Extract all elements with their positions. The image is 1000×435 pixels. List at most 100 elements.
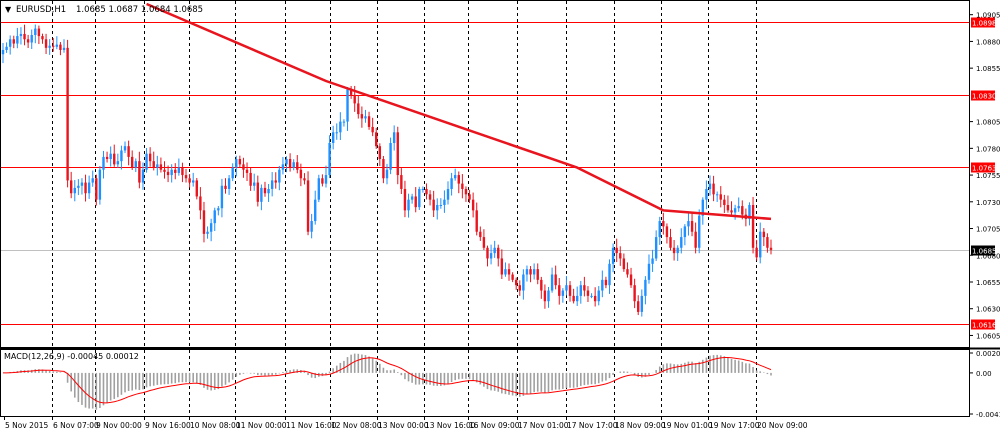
downtrend-line[interactable] (146, 2, 772, 221)
collapse-arrow-icon[interactable]: ▼ (5, 5, 12, 14)
candle-body (701, 199, 705, 216)
candle-body (285, 159, 288, 165)
candle-body (572, 295, 575, 302)
candle-body (436, 205, 439, 211)
candle-body (547, 290, 550, 302)
macd-tick-label: 0.00202 (976, 350, 1000, 358)
candle-body (335, 132, 338, 134)
candle-body (633, 285, 636, 302)
candle-body (392, 132, 396, 143)
candle-body (665, 226, 669, 238)
candle-body (278, 169, 281, 183)
candle-body (303, 178, 306, 181)
candle-body (130, 156, 134, 168)
candle-body (199, 196, 202, 211)
price-tick-label: 1.0855 (976, 65, 1000, 73)
horizontal-levels[interactable]: 1.0898 1.0830 1.0763 1.0616 1.0685 (1, 17, 997, 330)
candle-body (475, 210, 478, 232)
candle-body (593, 295, 597, 302)
candle-body (52, 45, 55, 47)
candle-body (174, 169, 177, 173)
candle-body (235, 159, 238, 168)
candle-body (41, 36, 44, 40)
candle-body (202, 210, 206, 234)
time-tick-label: 17 Nov 01:00 (518, 421, 569, 430)
candle-body (113, 153, 116, 165)
candle-body (450, 178, 453, 189)
candle-body (26, 39, 30, 43)
candle-body (1, 49, 5, 55)
candle-body (680, 237, 683, 248)
candlesticks (1, 24, 773, 317)
candle-body (8, 39, 12, 47)
candle-body (751, 205, 755, 248)
time-tick-label: 18 Nov 09:00 (615, 421, 666, 430)
candle-body (637, 301, 640, 312)
price-axis: 1.09051.08801.08551.08051.07801.07551.07… (969, 0, 1000, 417)
candle-body (134, 161, 137, 168)
level-price-tag (971, 90, 995, 101)
candle-body (5, 46, 8, 50)
time-tick-label: 12 Nov 08:00 (331, 421, 382, 430)
level-price-tag (971, 319, 995, 330)
candle-body (184, 175, 188, 179)
price-tick-label: 1.0655 (976, 279, 1000, 287)
candle-body (525, 269, 529, 275)
candle-body (576, 295, 579, 302)
candle-body (558, 285, 561, 296)
candle-body (604, 279, 608, 286)
level-price-tag (971, 162, 995, 173)
candle-body (152, 161, 155, 168)
candle-body (698, 215, 701, 248)
candle-body (586, 290, 590, 296)
candle-body (619, 253, 622, 259)
candle-body (726, 205, 730, 211)
price-tick-label: 1.0705 (976, 226, 1000, 234)
candle-body (231, 167, 234, 179)
candle-body (55, 44, 59, 47)
price-tick-label: 1.0805 (976, 119, 1000, 127)
macd-indicator: 0.00202 0.00 -0.00417 (3, 350, 1000, 419)
level-price-label: 1.0830 (972, 93, 997, 101)
candle-body (159, 164, 163, 170)
candle-body (672, 247, 676, 254)
candle-body (331, 132, 335, 143)
candle-body (504, 269, 507, 275)
candle-body (77, 185, 80, 188)
candle-body (468, 194, 471, 200)
candle-body (741, 206, 744, 215)
macd-tick-label: -0.00417 (976, 411, 1000, 419)
macd-label: MACD(12,26,9) -0.00045 0.00012 (4, 352, 139, 361)
candle-body (486, 247, 489, 259)
candle-body (583, 285, 586, 291)
candle-body (177, 167, 181, 173)
candle-body (461, 183, 464, 189)
candle-body (34, 28, 37, 36)
candle-body (328, 142, 331, 176)
candle-body (299, 169, 303, 179)
time-tick-label: 11 Nov 16:00 (286, 421, 337, 430)
candle-body (220, 185, 224, 209)
candle-body (518, 285, 521, 291)
candle-body (324, 175, 328, 184)
candle-body (116, 161, 120, 165)
candle-body (529, 269, 532, 275)
price-tick-label: 1.0630 (976, 306, 1000, 314)
candle-body (683, 226, 687, 238)
trendline[interactable] (146, 2, 772, 221)
candle-body (253, 182, 256, 186)
candle-body (349, 89, 353, 95)
candle-body (102, 156, 105, 170)
time-tick-label: 9 Nov 16:00 (145, 421, 191, 430)
candle-body (654, 237, 658, 259)
time-tick-label: 11 Nov 00:00 (236, 421, 287, 430)
candle-body (522, 274, 525, 291)
candle-body (98, 169, 102, 200)
candle-body (105, 156, 109, 160)
candle-body (615, 247, 618, 254)
candle-body (644, 279, 647, 296)
candle-body (310, 221, 313, 232)
candle-body (95, 178, 98, 200)
